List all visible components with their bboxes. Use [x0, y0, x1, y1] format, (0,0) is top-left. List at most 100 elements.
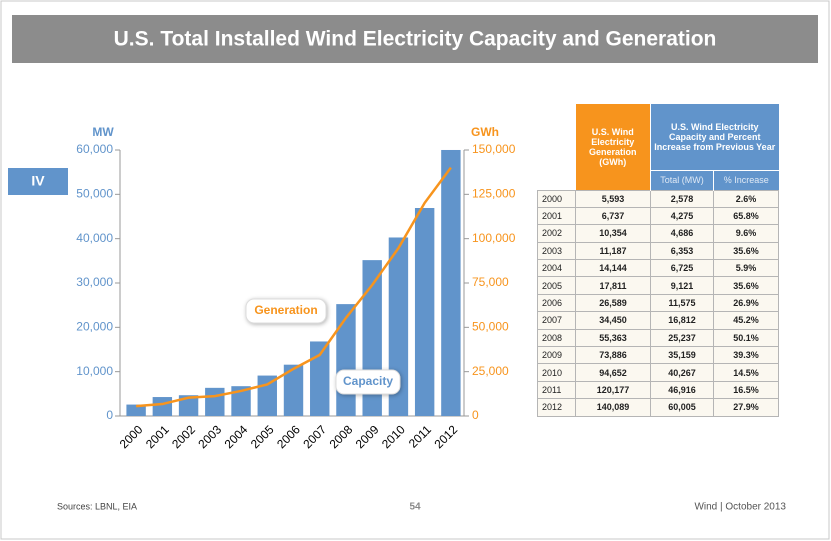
series-label-box — [245, 298, 327, 324]
x-tick-label: 2008 — [327, 422, 356, 451]
table-row: 2003 11,187 6,353 35.6% — [537, 241, 779, 261]
table-cell: 6,353 — [650, 241, 714, 261]
bar — [283, 364, 304, 416]
y-tick-label: 20,000 — [76, 320, 113, 334]
corner — [537, 104, 576, 190]
table-row: 2012 140,089 60,005 27.9% — [537, 398, 779, 417]
footer-note: Wind | October 2013 — [694, 502, 786, 513]
footer-page: 54 — [409, 502, 421, 513]
table-row: 2011 120,177 46,916 16.5% — [537, 380, 779, 400]
table-cell: 65.8% — [713, 206, 779, 226]
table-cell: 26,589 — [575, 293, 651, 313]
x-tick-label: 2003 — [195, 422, 224, 451]
y2-tick-label: 100,000 — [472, 231, 516, 245]
increase-header: % Increase — [713, 169, 779, 190]
series-label-box — [335, 369, 401, 395]
bar — [126, 404, 146, 416]
x-tick-label: 2010 — [379, 422, 408, 451]
table-cell: 35.6% — [713, 241, 779, 261]
x-tick-label: 2007 — [300, 422, 329, 451]
table-cell: 2,578 — [650, 189, 714, 208]
bar — [414, 208, 435, 416]
table-cell: 140,089 — [575, 398, 651, 417]
table-cell: 5.9% — [713, 259, 779, 278]
table-cell: 4,275 — [650, 206, 714, 226]
data-table: U.S. Wind Electricity Generation (GWh) U… — [537, 104, 779, 417]
y-axis-label: MW — [92, 125, 114, 139]
footer-source: Sources: LBNL, EIA — [57, 501, 137, 511]
x-tick-label: 2011 — [406, 422, 434, 450]
table-row: 2008 55,363 25,237 50.1% — [537, 328, 779, 348]
table-cell: 2008 — [537, 328, 576, 348]
y2-axis-label: GWh — [471, 125, 499, 139]
table-cell: 6,737 — [575, 206, 651, 226]
series-label: Capacity — [343, 374, 393, 388]
table-cell: 2.6% — [713, 189, 779, 208]
y2-tick-label: 125,000 — [472, 187, 516, 201]
table-cell: 14.5% — [713, 363, 779, 382]
table-cell: 2012 — [537, 398, 576, 417]
table-cell: 25,237 — [650, 328, 714, 348]
table-cell: 35.6% — [713, 276, 779, 295]
table-cell: 34,450 — [575, 311, 651, 330]
table-cell: 50.1% — [713, 328, 779, 348]
table-cell: 2007 — [537, 311, 576, 330]
y2-tick-label: 150,000 — [472, 142, 516, 156]
table-cell: 2009 — [537, 346, 576, 365]
bar — [336, 304, 356, 416]
y2-tick-label: 25,000 — [472, 364, 509, 378]
x-tick-label: 2004 — [222, 422, 251, 451]
table-cell: 27.9% — [713, 398, 779, 417]
table-row: 2004 14,144 6,725 5.9% — [537, 259, 779, 278]
table-cell: 26.9% — [713, 293, 779, 313]
table-cell: 55,363 — [575, 328, 651, 348]
table-row: 2006 26,589 11,575 26.9% — [537, 293, 779, 313]
table-cell: 16,812 — [650, 311, 714, 330]
x-tick-label: 2000 — [117, 422, 146, 451]
table-cell: 2003 — [537, 241, 576, 261]
y-tick-label: 50,000 — [76, 187, 113, 201]
table-cell: 2000 — [537, 189, 576, 208]
table-row: 2000 5,593 2,578 2.6% — [537, 189, 779, 208]
bar — [178, 395, 199, 416]
bar — [152, 397, 173, 416]
table-cell: 46,916 — [650, 380, 714, 400]
table-cell: 16.5% — [713, 380, 779, 400]
table-row: 2001 6,737 4,275 65.8% — [537, 206, 779, 226]
x-tick-label: 2009 — [353, 422, 382, 451]
table-cell: 35,159 — [650, 346, 714, 365]
table-cell: 9,121 — [650, 276, 714, 295]
section-tab-label: IV — [31, 173, 45, 189]
table-cell: 4,686 — [650, 224, 714, 243]
table-cell: 11,187 — [575, 241, 651, 261]
x-tick-label: 2001 — [143, 422, 172, 451]
table-cell: 45.2% — [713, 311, 779, 330]
bar — [441, 149, 461, 416]
table-cell: 60,005 — [650, 398, 714, 417]
table-row: 2007 34,450 16,812 45.2% — [537, 311, 779, 330]
table-cell: 2010 — [537, 363, 576, 382]
table-cell: 5,593 — [575, 189, 651, 208]
table-cell: 39.3% — [713, 346, 779, 365]
generation-header: U.S. Wind Electricity Generation (GWh) — [575, 104, 651, 190]
table-cell: 6,725 — [650, 259, 714, 278]
section-tab — [8, 168, 68, 195]
y2-tick-label: 75,000 — [472, 275, 509, 289]
y2-tick-label: 50,000 — [472, 320, 509, 334]
y-tick-label: 40,000 — [76, 231, 113, 245]
table-cell: 2004 — [537, 259, 576, 278]
table-cell: 2002 — [537, 224, 576, 243]
table-cell: 40,267 — [650, 363, 714, 382]
table-cell: 14,144 — [575, 259, 651, 278]
table-row: 2010 94,652 40,267 14.5% — [537, 363, 779, 382]
y-tick-label: 0 — [106, 408, 113, 422]
bar — [310, 341, 330, 416]
x-tick-label: 2005 — [248, 422, 277, 451]
table-cell: 2005 — [537, 276, 576, 295]
table-cell: 2011 — [537, 380, 576, 400]
title: U.S. Total Installed Wind Electricity Ca… — [114, 28, 717, 51]
bar — [205, 387, 225, 416]
